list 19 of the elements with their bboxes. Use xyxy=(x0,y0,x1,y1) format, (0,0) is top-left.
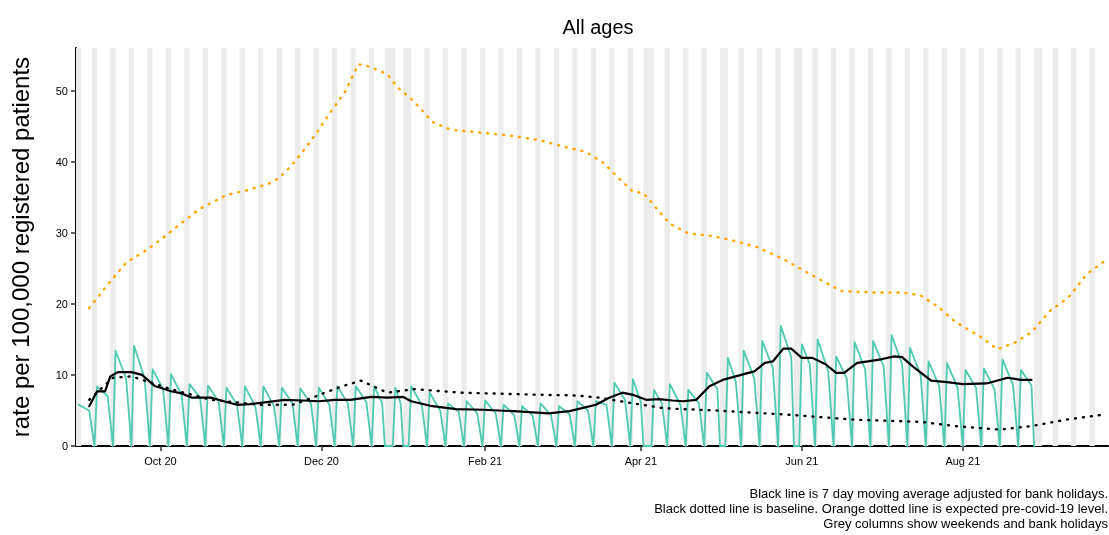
x-tick-label: Aug 21 xyxy=(945,454,981,467)
y-tick-label: 40 xyxy=(55,155,68,168)
line-series xyxy=(88,63,1107,351)
text: Black line is 7 day moving average adjusted for bank holidays. xyxy=(749,486,1108,501)
y-tick-label: 50 xyxy=(55,84,68,97)
y-tick-label: 30 xyxy=(55,226,68,239)
chart-title: All ages xyxy=(562,16,634,38)
y-tick-label: 10 xyxy=(55,368,68,381)
x-tick-label: Dec 20 xyxy=(304,454,339,467)
y-axis-title: rate per 100,000 registered patients xyxy=(6,56,34,438)
x-tick-label: Apr 21 xyxy=(624,454,658,467)
y-tick-label: 20 xyxy=(55,297,68,310)
y-tick-label: 0 xyxy=(61,440,68,452)
x-tick-label: Feb 21 xyxy=(467,454,503,467)
text: Black dotted line is baseline. Orange dotted line is expected pre-covid-19 level. xyxy=(654,501,1108,516)
x-tick-label: Jun 21 xyxy=(785,454,819,467)
x-tick-label: Oct 20 xyxy=(144,454,177,467)
text: Grey columns show weekends and bank holidays xyxy=(823,516,1109,531)
line-series xyxy=(77,324,1035,447)
